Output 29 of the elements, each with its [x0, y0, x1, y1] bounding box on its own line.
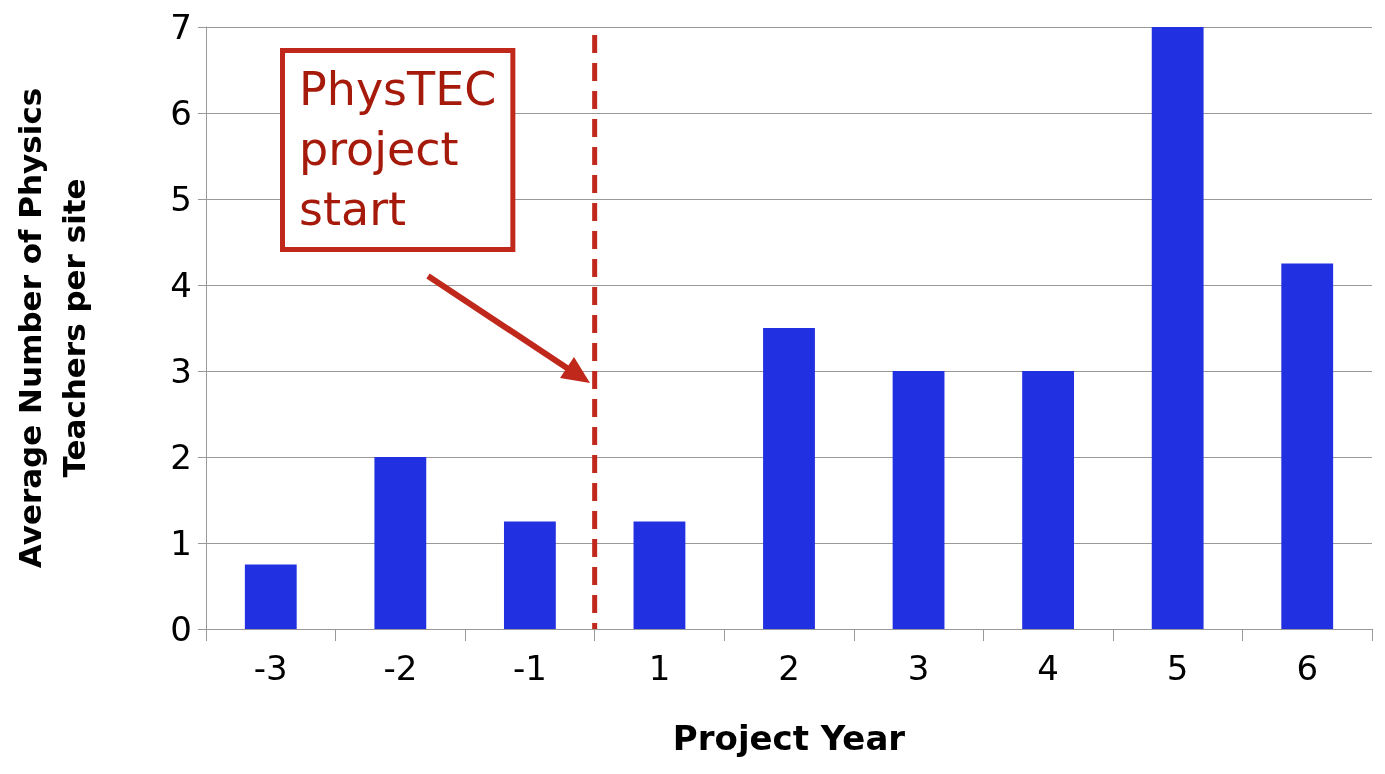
x-tick-label: -3: [253, 648, 288, 688]
y-tick-label: 3: [170, 351, 192, 391]
x-tick-label: -2: [383, 648, 418, 688]
x-tick-label: 5: [1166, 648, 1189, 688]
bar: [374, 457, 427, 629]
y-tick-label: 0: [170, 609, 192, 649]
bar: [633, 521, 686, 629]
x-tick-label: 2: [778, 648, 800, 688]
bar: [503, 521, 556, 629]
y-tick-label: 7: [170, 7, 192, 47]
x-tick-label: -1: [512, 648, 547, 688]
x-tick-label: 3: [907, 648, 930, 688]
bar: [1022, 371, 1075, 629]
y-tick-label: 5: [170, 179, 192, 219]
x-tick-label: 4: [1037, 648, 1059, 688]
bar: [244, 564, 297, 629]
y-tick-label: 6: [170, 93, 192, 133]
y-axis-title: Average Number of Physics Teachers per site: [12, 87, 92, 569]
y-tick-label: 4: [170, 265, 192, 305]
x-tick-label: 6: [1296, 648, 1319, 688]
bar: [1281, 263, 1334, 629]
bar: [1151, 27, 1204, 629]
y-tick-label: 2: [170, 437, 192, 477]
bar: [892, 371, 945, 629]
y-tick-label: 1: [170, 523, 192, 563]
x-axis-title: Project Year: [672, 718, 906, 758]
bar: [763, 328, 815, 629]
ref-line-label: PhysTEC project start: [299, 62, 497, 236]
x-tick-label: 1: [648, 648, 671, 688]
